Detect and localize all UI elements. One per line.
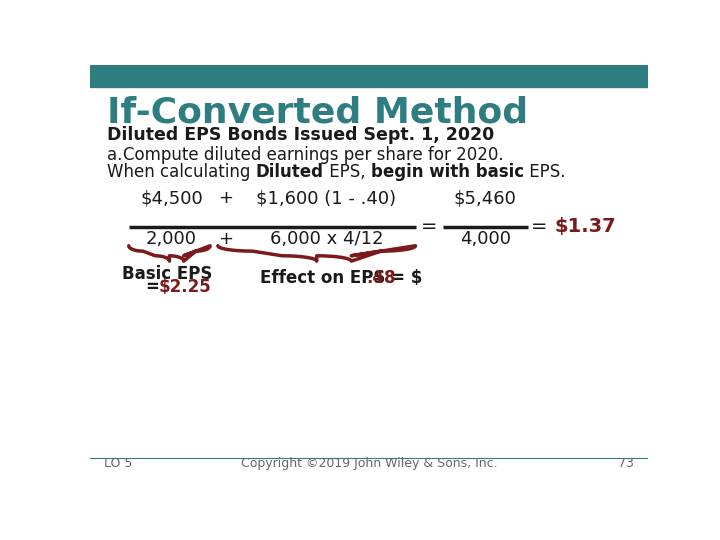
Text: $1,600 (1 - .40): $1,600 (1 - .40)	[256, 189, 397, 207]
Text: Diluted EPS Bonds Issued Sept. 1, 2020: Diluted EPS Bonds Issued Sept. 1, 2020	[107, 126, 495, 144]
Text: LO 5: LO 5	[104, 457, 132, 470]
Text: .48: .48	[366, 269, 395, 287]
Text: EPS.: EPS.	[523, 163, 565, 180]
Text: =: =	[145, 278, 166, 296]
Text: =: =	[420, 217, 437, 236]
Text: 4,000: 4,000	[460, 231, 510, 248]
Text: $1.37: $1.37	[555, 217, 616, 236]
Text: 73: 73	[618, 457, 634, 470]
Text: 2,000: 2,000	[146, 231, 197, 248]
Text: If-Converted Method: If-Converted Method	[107, 96, 528, 130]
Text: +: +	[218, 189, 233, 207]
Text: EPS,: EPS,	[324, 163, 371, 180]
Text: begin with basic: begin with basic	[371, 163, 523, 180]
Text: 6,000 x 4/12: 6,000 x 4/12	[269, 231, 383, 248]
Text: Copyright ©2019 John Wiley & Sons, Inc.: Copyright ©2019 John Wiley & Sons, Inc.	[240, 457, 498, 470]
Text: a.: a.	[107, 146, 122, 164]
Text: $5,460: $5,460	[454, 189, 517, 207]
Text: Diluted: Diluted	[256, 163, 324, 180]
Text: +: +	[218, 231, 233, 248]
Text: When calculating: When calculating	[107, 163, 256, 180]
Bar	[90, 65, 648, 87]
Text: Compute diluted earnings per share for 2020.: Compute diluted earnings per share for 2…	[122, 146, 503, 164]
Text: Effect on EPS = $: Effect on EPS = $	[261, 269, 423, 287]
Text: $4,500: $4,500	[140, 189, 203, 207]
Text: $2.25: $2.25	[158, 278, 211, 296]
Text: =: =	[531, 217, 548, 236]
Text: Basic EPS: Basic EPS	[122, 265, 212, 283]
